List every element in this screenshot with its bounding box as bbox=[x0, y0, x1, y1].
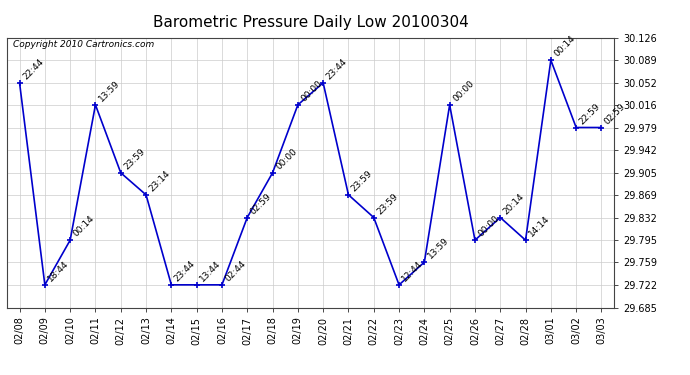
Text: 23:44: 23:44 bbox=[172, 259, 197, 284]
Text: 00:14: 00:14 bbox=[552, 34, 577, 59]
Text: 00:00: 00:00 bbox=[299, 79, 324, 104]
Text: 23:59: 23:59 bbox=[350, 169, 375, 194]
Text: 00:00: 00:00 bbox=[476, 214, 501, 239]
Text: 18:44: 18:44 bbox=[46, 259, 70, 284]
Text: 02:59: 02:59 bbox=[248, 192, 273, 216]
Text: Copyright 2010 Cartronics.com: Copyright 2010 Cartronics.com bbox=[13, 40, 155, 49]
Text: 13:44: 13:44 bbox=[198, 259, 222, 284]
Text: Barometric Pressure Daily Low 20100304: Barometric Pressure Daily Low 20100304 bbox=[152, 15, 469, 30]
Text: 22:59: 22:59 bbox=[578, 102, 602, 126]
Text: 23:14: 23:14 bbox=[148, 169, 172, 194]
Text: 02:59: 02:59 bbox=[603, 102, 627, 126]
Text: 22:44: 22:44 bbox=[21, 57, 46, 81]
Text: 20:14: 20:14 bbox=[502, 192, 526, 216]
Text: 02:44: 02:44 bbox=[224, 259, 248, 284]
Text: 00:00: 00:00 bbox=[451, 79, 475, 104]
Text: 12:44: 12:44 bbox=[400, 259, 425, 284]
Text: 13:59: 13:59 bbox=[426, 236, 451, 261]
Text: 00:00: 00:00 bbox=[274, 147, 299, 171]
Text: 14:14: 14:14 bbox=[527, 214, 551, 239]
Text: 23:44: 23:44 bbox=[324, 57, 349, 81]
Text: 23:59: 23:59 bbox=[375, 192, 400, 216]
Text: 00:14: 00:14 bbox=[72, 214, 96, 239]
Text: 23:59: 23:59 bbox=[122, 147, 147, 171]
Text: 13:59: 13:59 bbox=[97, 79, 121, 104]
